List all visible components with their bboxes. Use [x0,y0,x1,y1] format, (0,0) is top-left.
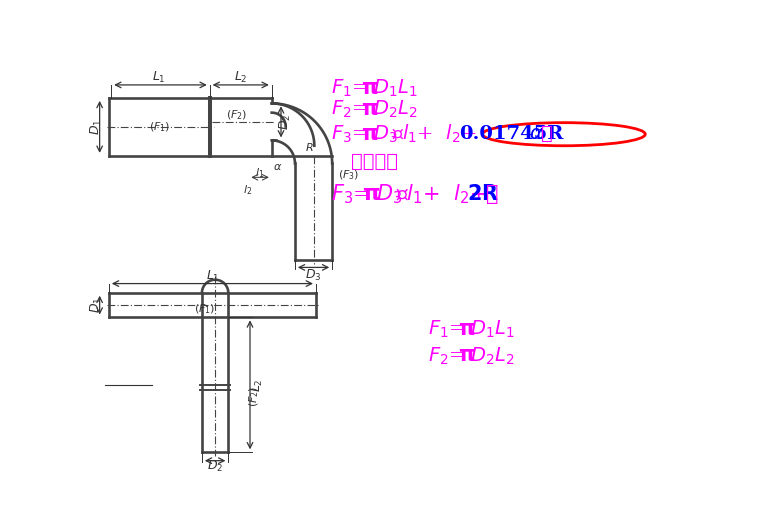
Text: $F_1$=: $F_1$= [331,77,368,99]
Text: $D_1$: $D_1$ [89,297,104,313]
Text: $F_3$=: $F_3$= [331,183,371,206]
Text: $l_1$: $l_1$ [255,166,264,180]
Text: $l_2$: $l_2$ [243,184,252,197]
Text: $F_3$=: $F_3$= [331,124,368,145]
Text: $(F_2)$: $(F_2)$ [226,108,248,122]
Text: $D_3$: $D_3$ [373,124,397,145]
Text: $L_2$: $L_2$ [234,70,248,85]
Text: $R$: $R$ [306,140,314,153]
Text: $D_3$: $D_3$ [306,268,321,282]
Text: $(F_2)$: $(F_2)$ [248,385,261,407]
Text: （$l_1$+  $l_2$+: （$l_1$+ $l_2$+ [392,123,477,145]
Text: $\mathbf{\pi}$: $\mathbf{\pi}$ [458,319,475,338]
Text: $D_2L_2$: $D_2L_2$ [470,345,515,366]
Text: $\alpha$: $\alpha$ [274,162,283,172]
Text: $D_1$: $D_1$ [89,119,104,135]
Text: $(F_1)$: $(F_1)$ [194,302,215,316]
Text: $D_2$: $D_2$ [278,114,293,130]
Text: $F_1$=: $F_1$= [428,318,465,340]
Text: 0.01745R: 0.01745R [459,125,564,143]
Text: $L_1$: $L_1$ [153,70,166,85]
Text: $(F_3)$: $(F_3)$ [338,168,359,182]
Text: ）: ） [486,185,499,204]
Text: （$l_1$+  $l_2$+: （$l_1$+ $l_2$+ [397,183,487,206]
Text: $(F_1)$: $(F_1)$ [149,120,170,134]
Text: $D_2$: $D_2$ [207,459,223,474]
Text: $L_2$: $L_2$ [250,378,265,392]
Text: ）: ） [540,125,553,143]
Text: $\mathbf{\pi}$: $\mathbf{\pi}$ [363,183,381,205]
Text: $\mathbf{\pi}$: $\mathbf{\pi}$ [361,79,378,98]
Text: $\alpha$: $\alpha$ [529,125,543,143]
Text: $\mathbf{\pi}$: $\mathbf{\pi}$ [361,100,378,119]
Text: 应改为：: 应改为： [351,153,397,172]
Text: $\mathbf{\pi}$: $\mathbf{\pi}$ [458,346,475,365]
Text: $D_2L_2$: $D_2L_2$ [373,99,417,120]
Text: $D_1L_1$: $D_1L_1$ [470,318,515,340]
Text: $L_1$: $L_1$ [205,269,220,284]
Text: $D_3$: $D_3$ [376,183,402,206]
Text: $\mathbf{\pi}$: $\mathbf{\pi}$ [361,125,378,144]
Text: $D_1L_1$: $D_1L_1$ [373,77,418,99]
Text: $\mathbf{2R}$: $\mathbf{2R}$ [467,184,499,204]
Text: $F_2$=: $F_2$= [331,99,368,120]
Text: $F_2$=: $F_2$= [428,345,465,366]
